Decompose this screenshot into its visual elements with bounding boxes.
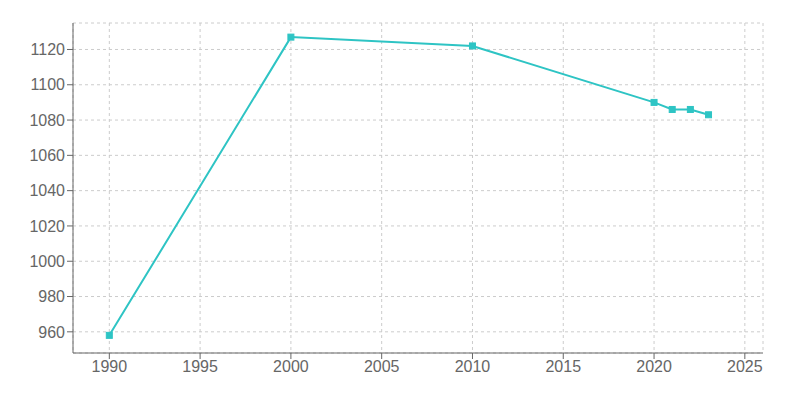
svg-text:1080: 1080 — [29, 112, 65, 129]
svg-text:1060: 1060 — [29, 147, 65, 164]
svg-text:2005: 2005 — [364, 358, 400, 375]
svg-text:1020: 1020 — [29, 218, 65, 235]
svg-text:980: 980 — [38, 288, 65, 305]
svg-text:2020: 2020 — [636, 358, 672, 375]
svg-text:1995: 1995 — [182, 358, 218, 375]
svg-text:2015: 2015 — [545, 358, 581, 375]
svg-text:1990: 1990 — [92, 358, 128, 375]
svg-text:960: 960 — [38, 324, 65, 341]
svg-text:1040: 1040 — [29, 182, 65, 199]
svg-text:1100: 1100 — [31, 76, 66, 93]
svg-text:1000: 1000 — [29, 253, 65, 270]
svg-text:2010: 2010 — [455, 358, 491, 375]
svg-text:2025: 2025 — [727, 358, 763, 375]
svg-text:2000: 2000 — [273, 358, 309, 375]
svg-text:1120: 1120 — [31, 41, 66, 58]
